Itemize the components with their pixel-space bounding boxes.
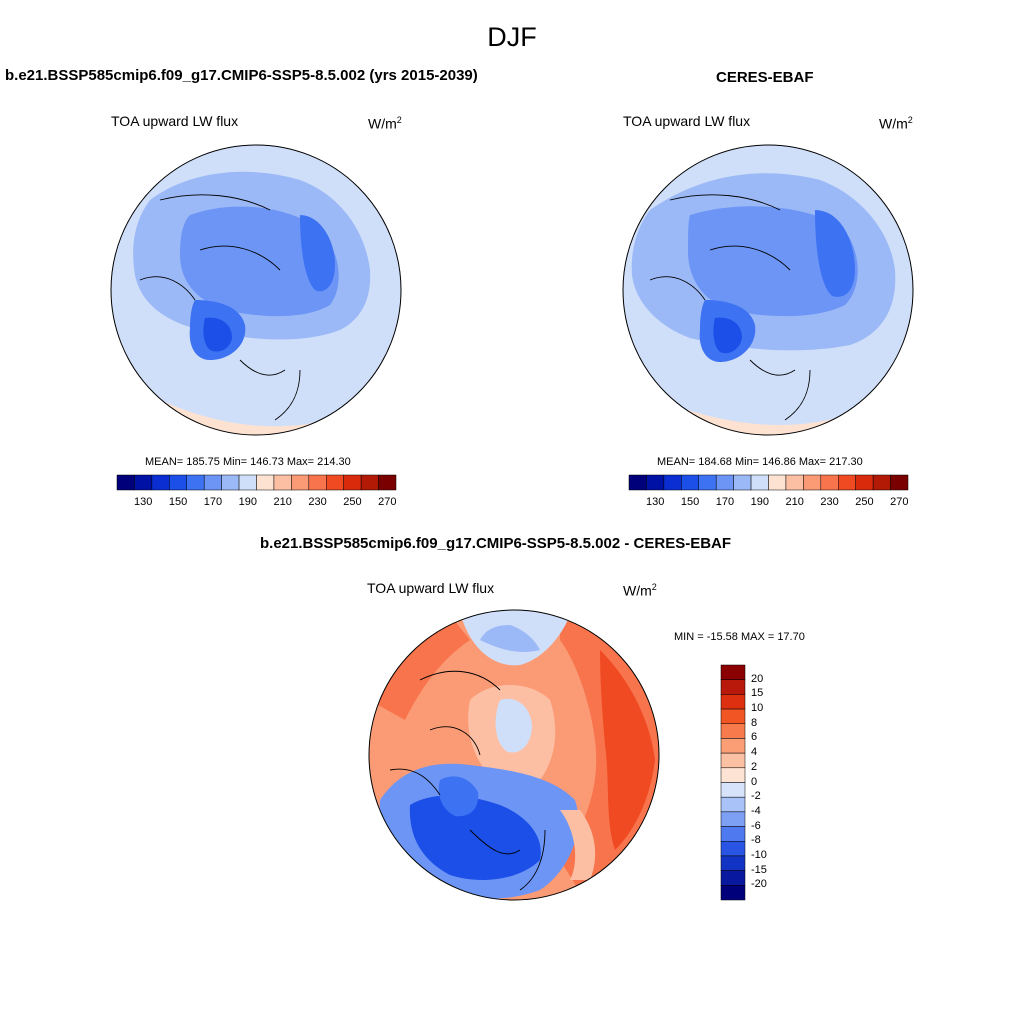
colorbar-tick-label: 210 bbox=[785, 496, 804, 508]
colorbar-box bbox=[378, 474, 397, 491]
colorbar-tick-label: 270 bbox=[890, 496, 909, 508]
colorbar-box bbox=[720, 723, 746, 739]
colorbar-box bbox=[820, 474, 839, 491]
colorbar-box bbox=[720, 855, 746, 871]
colorbar-box bbox=[803, 474, 822, 491]
colorbar-obs bbox=[628, 474, 909, 491]
colorbar-tick-label: 4 bbox=[751, 746, 758, 759]
colorbar-tick-label: 10 bbox=[751, 702, 764, 715]
panel-title-diff: b.e21.BSSP585cmip6.f09_g17.CMIP6-SSP5-8.… bbox=[260, 535, 732, 552]
colorbar-box bbox=[256, 474, 275, 491]
colorbar-box bbox=[326, 474, 344, 491]
variable-label-model: TOA upward LW flux bbox=[111, 113, 239, 129]
colorbar-tick-label: 8 bbox=[751, 716, 758, 729]
colorbar-box bbox=[720, 694, 746, 710]
colorbar-box bbox=[663, 474, 682, 491]
polar-map-obs bbox=[622, 144, 914, 436]
colorbar-tick-label: 230 bbox=[308, 496, 327, 508]
colorbar-box bbox=[720, 767, 746, 783]
figure-title: DJF bbox=[487, 22, 537, 52]
colorbar-tick-label: 130 bbox=[133, 496, 153, 508]
colorbar-tick-label: -15 bbox=[751, 863, 767, 876]
colorbar-tick-label: 170 bbox=[203, 496, 223, 508]
units-label-diff: W/m2 bbox=[623, 582, 657, 599]
colorbar-tick-label: 250 bbox=[855, 496, 874, 508]
colorbar-box bbox=[890, 474, 909, 491]
colorbar-box bbox=[291, 474, 310, 491]
variable-label-diff: TOA upward LW flux bbox=[367, 580, 495, 596]
colorbar-tick-label: 190 bbox=[238, 496, 257, 508]
colorbar-box bbox=[720, 796, 746, 813]
colorbar-tick-label: 0 bbox=[751, 775, 758, 788]
colorbar-box bbox=[116, 474, 135, 491]
colorbar-box bbox=[273, 474, 292, 491]
colorbar-tick-label: 210 bbox=[273, 496, 292, 508]
colorbar-diff bbox=[720, 664, 746, 901]
colorbar-tick-label: 230 bbox=[820, 496, 839, 508]
colorbar-box bbox=[151, 474, 170, 491]
colorbar-tick-label: 150 bbox=[168, 496, 188, 508]
colorbar-box bbox=[360, 474, 379, 491]
colorbar-box bbox=[203, 474, 222, 491]
colorbar-tick-label: 250 bbox=[343, 496, 362, 508]
colorbar-box bbox=[720, 826, 746, 842]
colorbar-box bbox=[720, 752, 746, 769]
colorbar-model bbox=[116, 474, 397, 491]
colorbar-box bbox=[720, 811, 746, 827]
variable-label-obs: TOA upward LW flux bbox=[623, 113, 751, 129]
colorbar-tick-label: 20 bbox=[751, 672, 764, 685]
stats-obs: MEAN= 184.68 Min= 146.86 Max= 217.30 bbox=[657, 456, 863, 468]
colorbar-tick-label: 6 bbox=[751, 731, 758, 744]
colorbar-tick-label: 150 bbox=[680, 496, 700, 508]
colorbar-box bbox=[720, 841, 746, 857]
colorbar-tick-label: -6 bbox=[751, 819, 761, 832]
colorbar-box bbox=[720, 738, 746, 754]
polar-map-diff bbox=[368, 609, 660, 901]
stats-diff: MIN = -15.58 MAX = 17.70 bbox=[674, 631, 805, 643]
colorbar-box bbox=[720, 885, 746, 901]
colorbar-box bbox=[308, 474, 327, 491]
colorbar-tick-label: -10 bbox=[751, 848, 767, 861]
colorbar-box bbox=[733, 474, 752, 491]
colorbar-box bbox=[768, 474, 787, 491]
colorbar-box bbox=[186, 474, 205, 491]
colorbar-tick-label: 170 bbox=[715, 496, 735, 508]
colorbar-box bbox=[681, 474, 699, 491]
units-label-model: W/m2 bbox=[368, 115, 402, 132]
colorbar-box bbox=[720, 664, 746, 680]
colorbar-box bbox=[221, 474, 240, 491]
units-label-obs: W/m2 bbox=[879, 115, 913, 132]
colorbar-tick-label: -4 bbox=[751, 804, 761, 817]
colorbar-box bbox=[785, 474, 804, 491]
colorbar-box bbox=[343, 474, 362, 491]
colorbar-tick-label: 15 bbox=[751, 687, 764, 700]
panel-title-model: b.e21.BSSP585cmip6.f09_g17.CMIP6-SSP5-8.… bbox=[5, 67, 478, 84]
colorbar-box bbox=[646, 474, 665, 491]
colorbar-box bbox=[872, 474, 891, 491]
polar-map-model bbox=[110, 144, 402, 436]
colorbar-tick-label: 2 bbox=[751, 760, 758, 773]
colorbar-box bbox=[238, 474, 257, 491]
colorbar-tick-label: 130 bbox=[645, 496, 665, 508]
colorbar-box bbox=[838, 474, 856, 491]
colorbar-box bbox=[750, 474, 769, 491]
colorbar-tick-label: 270 bbox=[378, 496, 397, 508]
colorbar-box bbox=[720, 782, 746, 798]
colorbar-box bbox=[855, 474, 874, 491]
colorbar-tick-label: -20 bbox=[751, 878, 767, 891]
colorbar-box bbox=[720, 870, 746, 886]
colorbar-tick-label: -8 bbox=[751, 834, 761, 847]
colorbar-box bbox=[698, 474, 717, 491]
panel-title-obs: CERES-EBAF bbox=[716, 69, 814, 86]
stats-model: MEAN= 185.75 Min= 146.73 Max= 214.30 bbox=[145, 456, 351, 468]
colorbar-box bbox=[169, 474, 187, 491]
colorbar-box bbox=[628, 474, 647, 491]
colorbar-box bbox=[715, 474, 734, 491]
colorbar-tick-label: -2 bbox=[751, 790, 761, 803]
colorbar-box bbox=[720, 679, 746, 695]
colorbar-box bbox=[134, 474, 153, 491]
colorbar-box bbox=[720, 708, 746, 724]
colorbar-tick-label: 190 bbox=[750, 496, 769, 508]
